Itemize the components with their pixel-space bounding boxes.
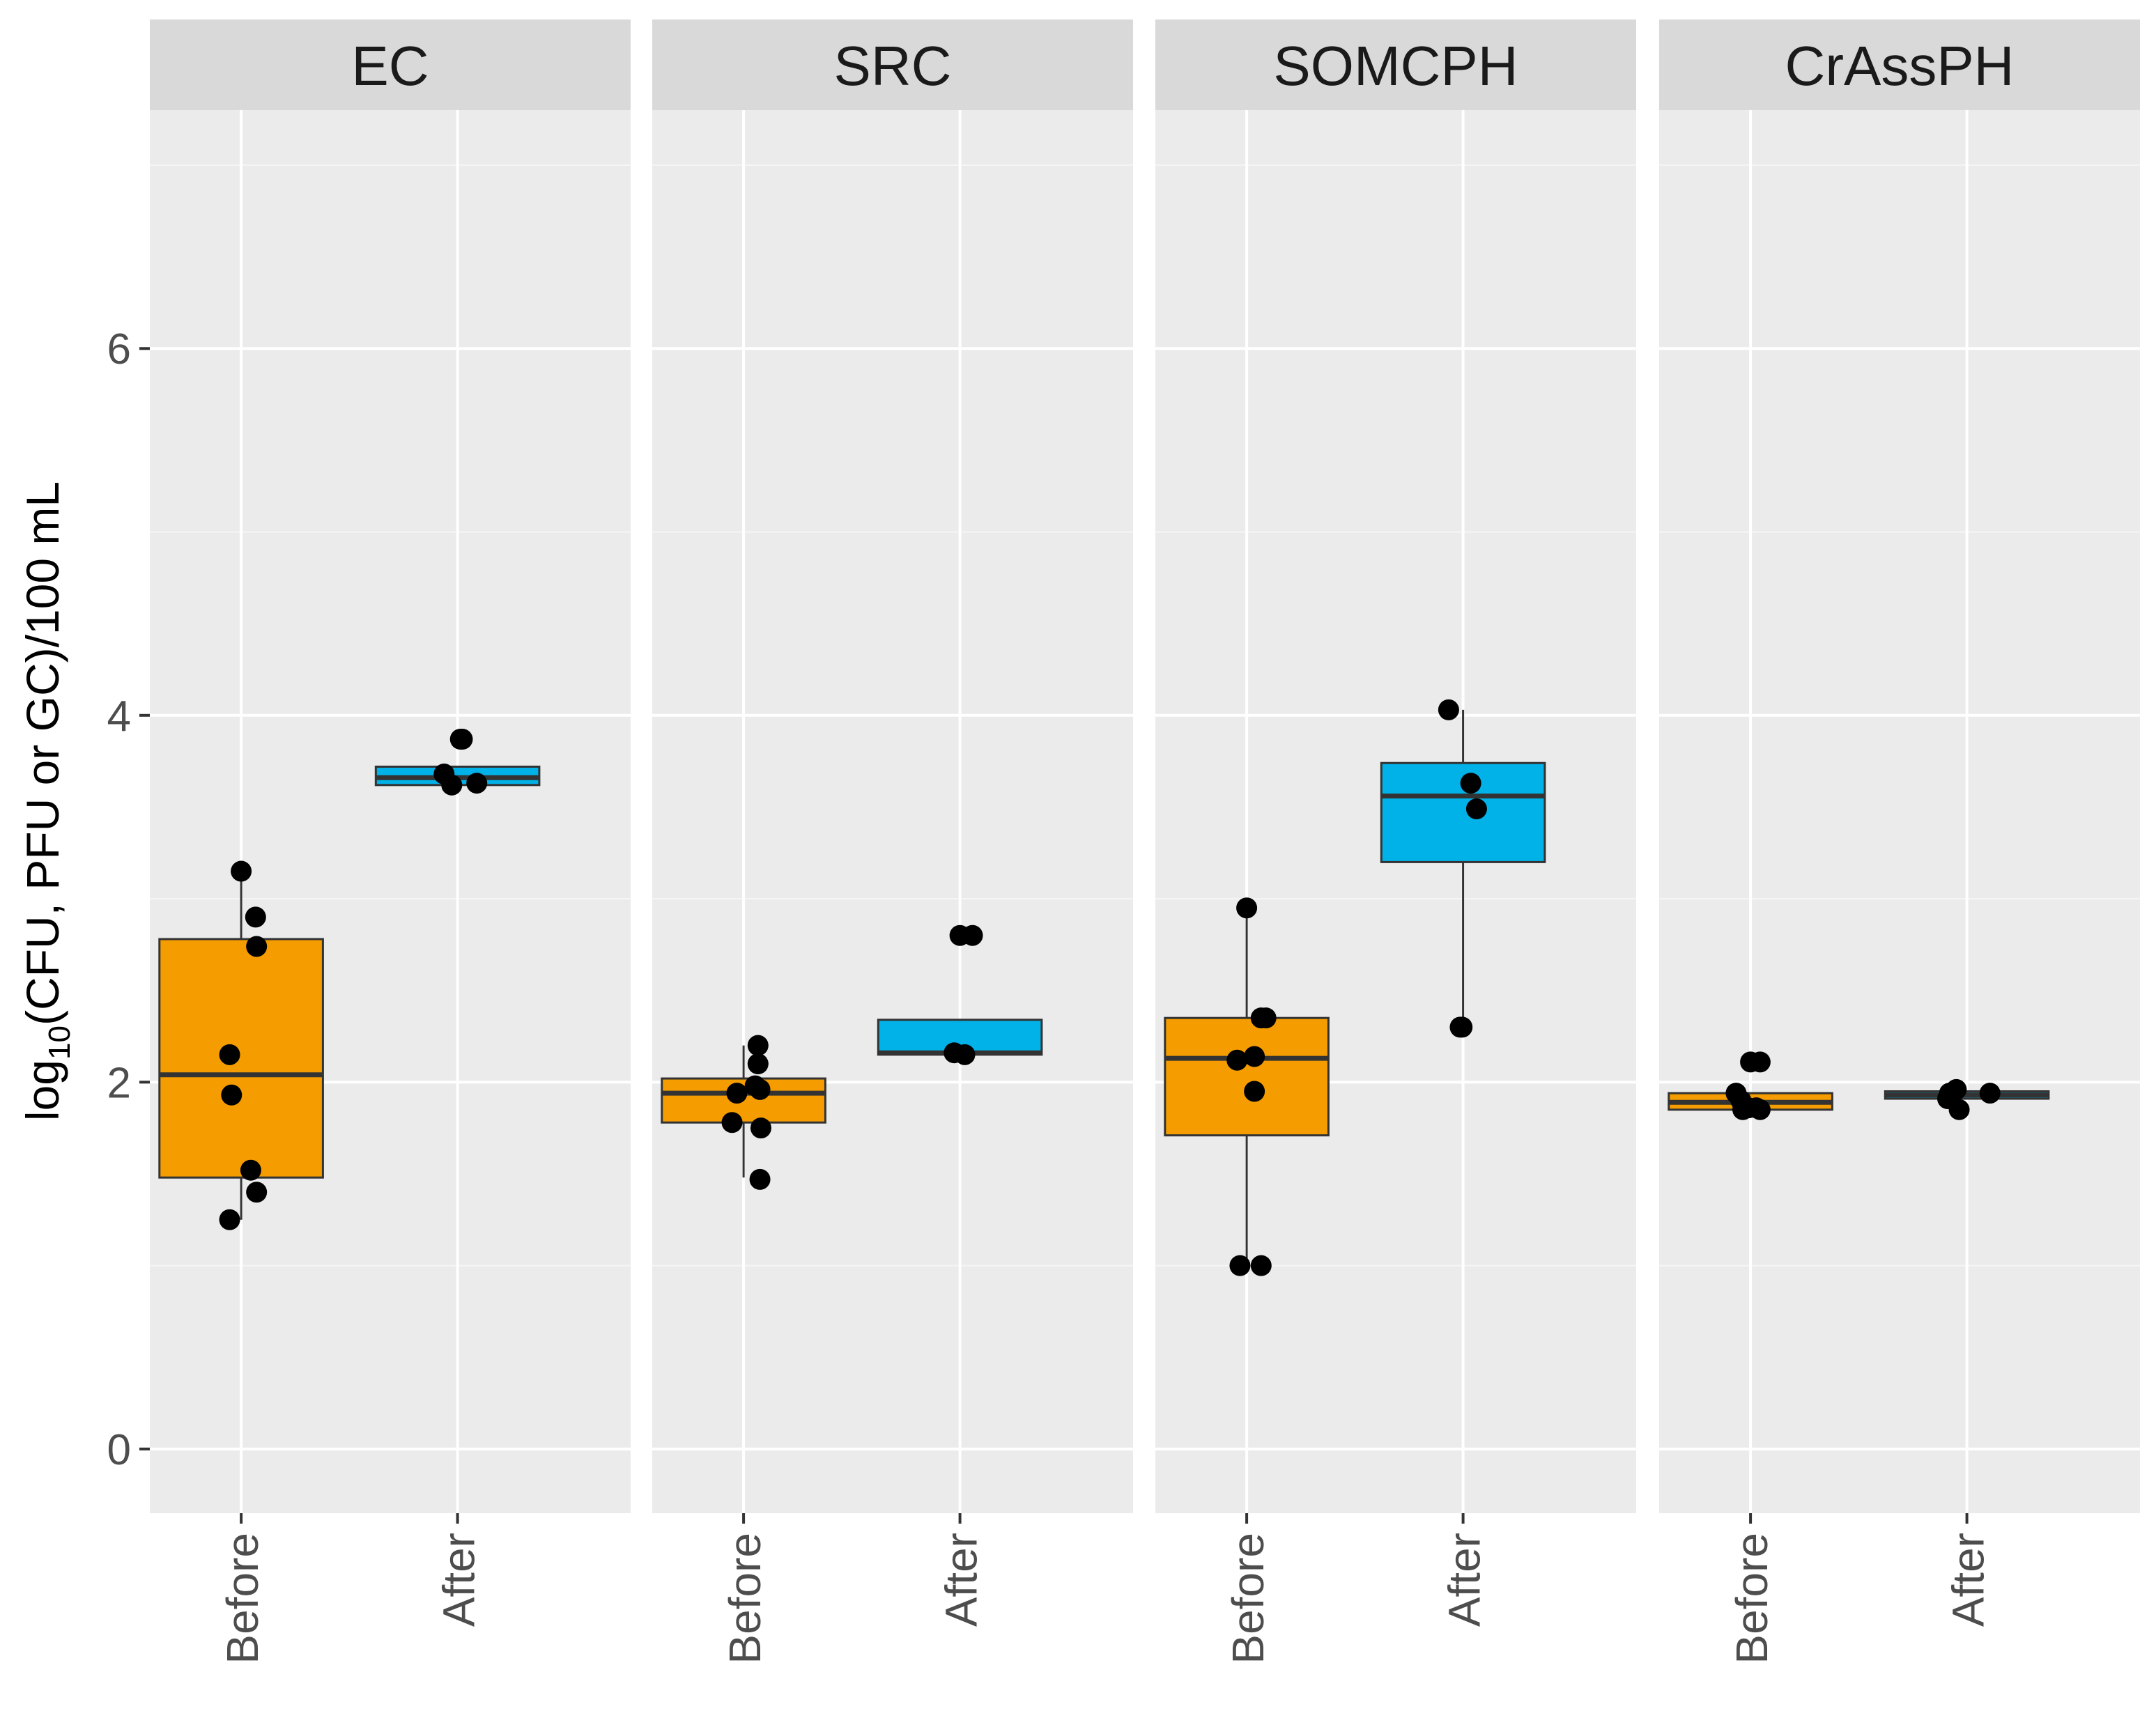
data-point bbox=[1946, 1078, 1967, 1100]
x-tick-label: Before bbox=[1727, 1533, 1777, 1664]
box-body bbox=[158, 938, 324, 1179]
x-tick-label: Before bbox=[720, 1533, 770, 1664]
data-point bbox=[441, 774, 463, 796]
panel-background bbox=[652, 110, 1133, 1513]
box-after bbox=[1884, 1078, 2050, 1120]
x-tick-label: Before bbox=[217, 1533, 268, 1664]
data-point bbox=[1465, 798, 1487, 820]
box-before bbox=[158, 860, 324, 1230]
y-tick-label-0: 0 bbox=[107, 1426, 131, 1474]
box-after bbox=[1380, 699, 1546, 1038]
y-axis: 0 2 4 6 bbox=[107, 325, 150, 1474]
data-point bbox=[1749, 1051, 1771, 1073]
data-point bbox=[721, 1112, 743, 1133]
box-before bbox=[661, 1035, 826, 1190]
data-point bbox=[1250, 1255, 1272, 1276]
data-point bbox=[221, 1084, 242, 1106]
data-point bbox=[219, 1044, 240, 1065]
y-tick-label-1: 2 bbox=[107, 1059, 131, 1107]
box-after bbox=[374, 729, 541, 796]
panel-strip bbox=[150, 20, 631, 110]
data-point bbox=[219, 1209, 240, 1230]
data-point bbox=[1948, 1099, 1970, 1120]
y-axis-title: log10(CFU, PFU or GC)/100 mL bbox=[17, 481, 77, 1121]
data-point bbox=[245, 906, 266, 928]
panel-strip bbox=[1659, 20, 2140, 110]
data-point bbox=[1979, 1083, 2001, 1104]
box-before bbox=[1668, 1051, 1833, 1120]
panel-ec: EC Before After bbox=[150, 20, 631, 1664]
x-tick-label: Before bbox=[1223, 1533, 1273, 1664]
data-point bbox=[1244, 1081, 1265, 1102]
panel-strip bbox=[652, 20, 1133, 110]
panel-crassph: CrAssPH Before After bbox=[1659, 20, 2140, 1664]
panel-strip bbox=[1155, 20, 1636, 110]
data-point bbox=[1244, 1046, 1265, 1067]
box-after bbox=[877, 924, 1043, 1065]
data-point bbox=[1749, 1099, 1771, 1120]
data-point bbox=[1452, 1016, 1473, 1038]
panel-title: SOMCPH bbox=[1273, 35, 1518, 97]
x-tick-label: After bbox=[937, 1533, 987, 1627]
data-point bbox=[954, 1044, 976, 1065]
panel-src: SRC Before After bbox=[652, 20, 1133, 1664]
data-point bbox=[231, 860, 252, 882]
y-tick-label-3: 6 bbox=[107, 325, 131, 373]
data-point bbox=[1229, 1255, 1251, 1276]
chart-panels: EC Before After SRC Before After SOMCPH Before A… bbox=[150, 20, 2140, 1664]
x-tick-label: After bbox=[1440, 1533, 1490, 1627]
panel-background bbox=[1659, 110, 2140, 1513]
box-before bbox=[1164, 897, 1330, 1276]
x-tick-label: After bbox=[1943, 1533, 1994, 1627]
data-point bbox=[749, 1078, 771, 1100]
data-point bbox=[1460, 773, 1481, 794]
data-point bbox=[962, 924, 983, 946]
data-point bbox=[1236, 897, 1258, 919]
box-body bbox=[1164, 1016, 1330, 1137]
x-tick-label: After bbox=[434, 1533, 484, 1627]
data-point bbox=[1255, 1007, 1277, 1029]
panel-title: EC bbox=[351, 35, 429, 97]
data-point bbox=[1226, 1049, 1248, 1071]
data-point bbox=[1732, 1099, 1754, 1120]
data-point bbox=[750, 1117, 771, 1139]
data-point bbox=[1438, 699, 1459, 720]
y-tick-label-2: 4 bbox=[107, 692, 131, 741]
panel-background bbox=[150, 110, 631, 1513]
data-point bbox=[466, 773, 488, 794]
data-point bbox=[747, 1053, 769, 1074]
data-point bbox=[747, 1035, 769, 1056]
data-point bbox=[246, 936, 268, 957]
data-point bbox=[726, 1083, 748, 1104]
data-point bbox=[749, 1168, 771, 1190]
panel-somcph: SOMCPH Before After bbox=[1155, 20, 1636, 1664]
panel-title: SRC bbox=[834, 35, 952, 97]
data-point bbox=[240, 1159, 261, 1181]
data-point bbox=[246, 1182, 268, 1203]
panel-title: CrAssPH bbox=[1785, 35, 2015, 97]
data-point bbox=[452, 729, 473, 750]
